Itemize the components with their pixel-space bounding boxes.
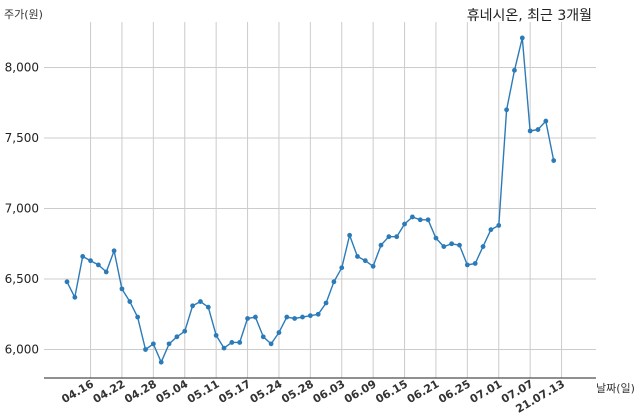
x-tick-label: 05.28 xyxy=(279,377,316,406)
data-point xyxy=(449,241,455,247)
data-point xyxy=(378,242,384,248)
x-tick-label: 06.25 xyxy=(436,377,473,406)
data-point xyxy=(402,221,407,227)
data-point xyxy=(237,340,243,345)
data-point xyxy=(88,258,93,264)
data-point xyxy=(182,328,188,334)
x-tick-label: 05.04 xyxy=(154,377,191,406)
data-point xyxy=(488,227,494,233)
y-tick-label: 7,500 xyxy=(5,131,39,145)
data-point xyxy=(205,304,211,310)
data-point xyxy=(394,234,400,240)
x-tick-label: 04.16 xyxy=(59,377,96,406)
x-axis-label: 날짜(일) xyxy=(596,381,635,395)
x-tick-label: 04.22 xyxy=(91,377,128,406)
y-axis-label: 주가(원) xyxy=(4,8,43,21)
data-point xyxy=(72,294,78,300)
x-tick-label: 05.11 xyxy=(185,377,222,406)
y-tick-label: 7,000 xyxy=(5,202,39,216)
x-tick-label: 06.21 xyxy=(405,377,442,406)
data-point xyxy=(174,334,180,340)
data-point xyxy=(268,341,274,347)
x-tick-label: 06.09 xyxy=(342,377,379,406)
data-point xyxy=(253,314,258,320)
data-point xyxy=(339,265,345,271)
data-point xyxy=(370,263,376,269)
data-point xyxy=(166,341,172,347)
data-point xyxy=(386,234,392,240)
data-point xyxy=(158,359,164,365)
data-point xyxy=(143,347,148,352)
data-point xyxy=(292,316,298,321)
data-point xyxy=(150,341,156,347)
data-point xyxy=(284,314,290,320)
y-tick-label: 6,000 xyxy=(5,343,39,357)
data-point xyxy=(362,258,368,264)
data-point xyxy=(135,314,141,320)
data-point xyxy=(323,300,329,306)
data-point xyxy=(213,333,219,338)
data-point xyxy=(504,107,509,113)
data-point xyxy=(229,340,235,345)
data-point xyxy=(300,314,305,320)
data-point xyxy=(260,334,266,340)
data-point xyxy=(331,279,337,285)
data-point xyxy=(519,35,525,41)
x-tick-label: 06.15 xyxy=(373,377,410,406)
data-point xyxy=(221,345,227,351)
data-point xyxy=(410,214,415,220)
data-point xyxy=(417,217,423,223)
data-point xyxy=(355,254,360,259)
data-point xyxy=(512,67,517,73)
data-point xyxy=(543,118,549,124)
data-point xyxy=(347,232,352,238)
data-point xyxy=(64,279,70,285)
data-point xyxy=(480,244,486,249)
data-point xyxy=(433,235,439,241)
data-point xyxy=(457,242,462,248)
data-point xyxy=(551,158,557,163)
x-tick-label: 05.17 xyxy=(216,377,253,406)
price-series xyxy=(64,35,557,365)
data-point xyxy=(198,299,203,304)
data-point xyxy=(527,128,533,134)
data-point xyxy=(535,127,541,132)
data-point xyxy=(103,269,109,275)
x-tick-labels: 04.1604.2204.2805.0405.1105.1705.2405.28… xyxy=(59,377,567,416)
data-point xyxy=(96,262,101,268)
y-tick-label: 8,000 xyxy=(5,61,39,75)
data-point xyxy=(315,311,321,317)
data-point xyxy=(119,286,125,292)
data-point xyxy=(190,303,196,309)
x-tick-label: 07.01 xyxy=(468,377,505,406)
y-tick-label: 6,500 xyxy=(5,272,39,286)
data-point xyxy=(276,330,282,335)
y-tick-labels: 6,000 6,500 7,000 7,500 8,000 xyxy=(5,61,39,357)
data-point xyxy=(80,254,86,259)
data-point xyxy=(245,316,250,321)
data-point xyxy=(441,244,447,249)
x-tick-label: 06.03 xyxy=(311,377,348,406)
grid-lines xyxy=(44,22,596,378)
data-point xyxy=(425,217,431,223)
data-point xyxy=(307,313,313,319)
x-tick-label: 05.24 xyxy=(248,377,285,406)
chart-title: 휴네시온, 최근 3개월 xyxy=(467,8,592,24)
data-point xyxy=(464,262,470,268)
data-point xyxy=(496,223,502,228)
x-tick-label: 04.28 xyxy=(122,377,159,406)
data-point xyxy=(127,299,133,304)
data-point xyxy=(472,261,478,266)
data-point xyxy=(111,248,117,254)
